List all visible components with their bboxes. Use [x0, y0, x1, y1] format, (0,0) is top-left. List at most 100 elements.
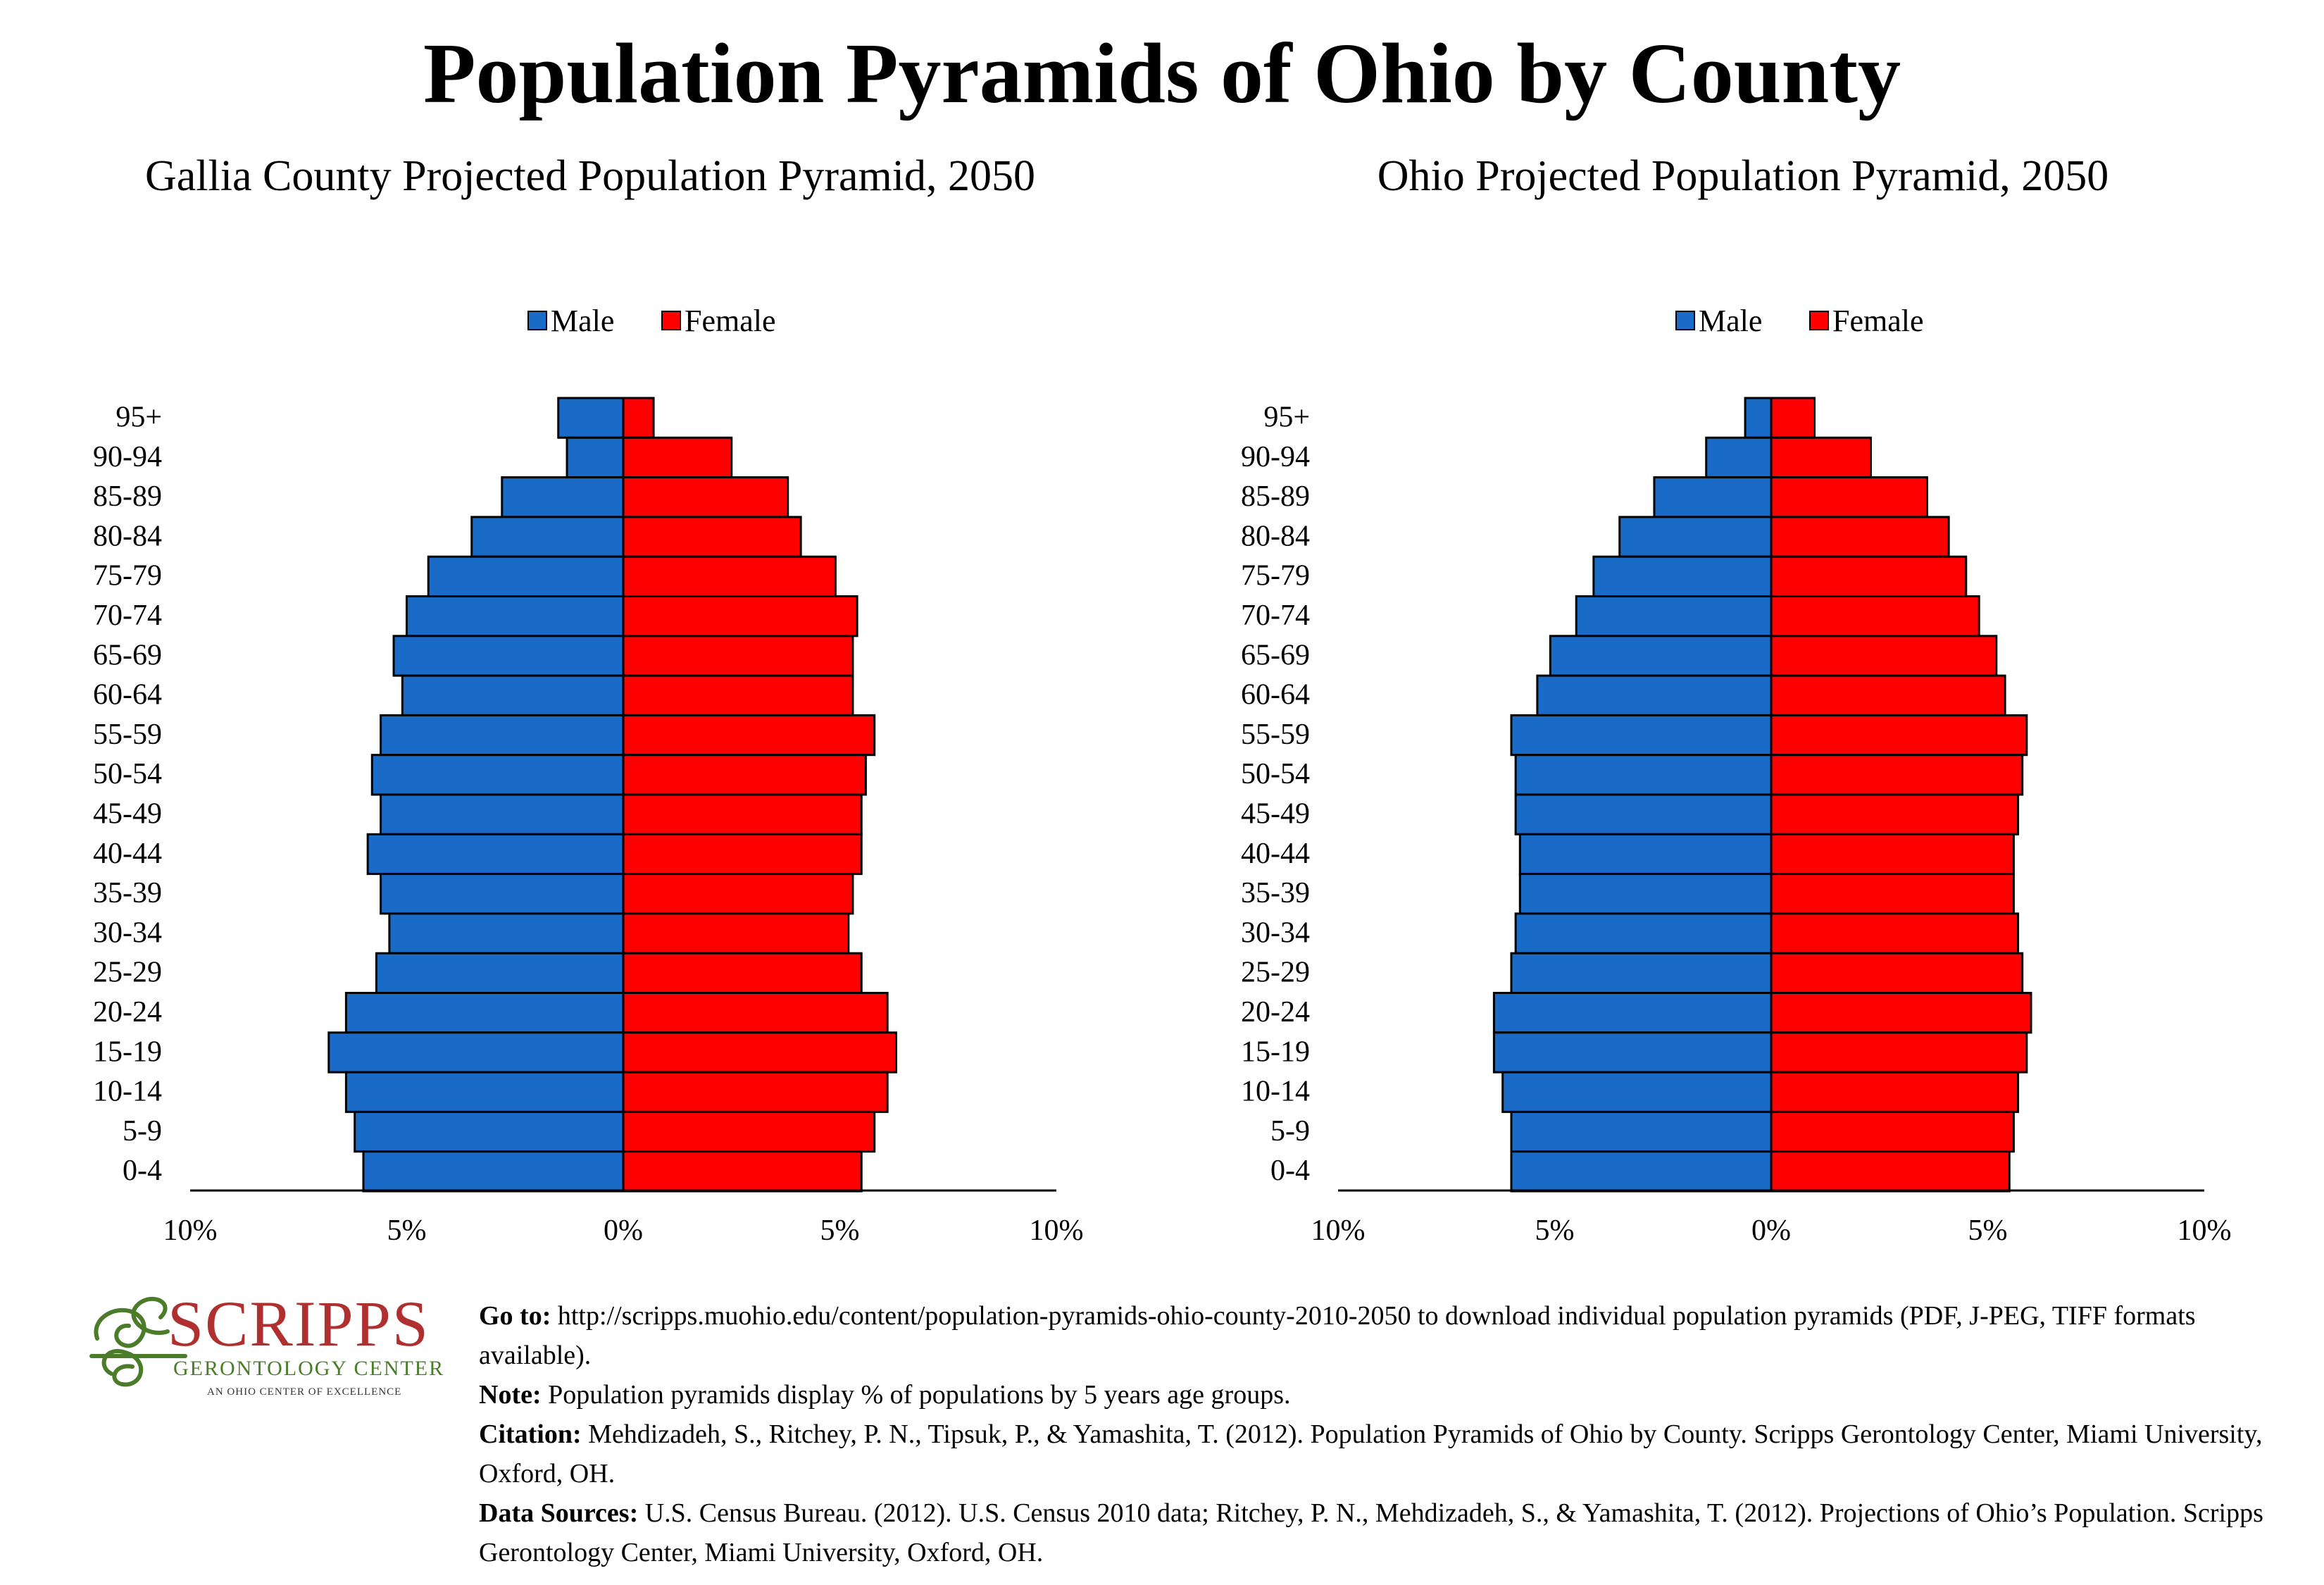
age-label: 45-49	[1241, 798, 1310, 831]
age-label: 65-69	[93, 639, 162, 671]
bar-male	[327, 1031, 625, 1074]
bar-female	[622, 555, 837, 598]
bar-female	[1770, 1031, 2028, 1074]
bar-female	[622, 793, 863, 835]
bar-female	[1770, 754, 2024, 796]
bar-male	[501, 476, 625, 518]
age-label: 20-24	[93, 996, 162, 1028]
bar-male	[1518, 833, 1773, 876]
bar-male	[380, 793, 625, 835]
goto-text: http://scripps.muohio.edu/content/popula…	[479, 1301, 2196, 1370]
bar-male	[1744, 397, 1773, 439]
bar-male	[1592, 555, 1773, 598]
age-label: 70-74	[1241, 599, 1310, 632]
age-label: 0-4	[123, 1155, 162, 1187]
age-label: 40-44	[93, 838, 162, 870]
bar-female	[1770, 1071, 2020, 1113]
bar-male	[1536, 674, 1773, 716]
citation-text: Mehdizadeh, S., Ritchey, P. N., Tipsuk, …	[479, 1419, 2263, 1488]
age-label: 30-34	[1241, 916, 1310, 949]
bar-male	[1492, 1031, 1773, 1074]
note-label: Note:	[479, 1380, 542, 1410]
age-label: 95+	[1263, 402, 1310, 434]
bar-male	[406, 595, 625, 638]
bar-male	[1518, 873, 1773, 915]
age-label: 75-79	[1241, 560, 1310, 592]
logo-subtitle: GERONTOLOGY CENTER	[173, 1357, 444, 1380]
bar-female	[622, 397, 655, 439]
bar-male	[1705, 436, 1773, 479]
age-label: 60-64	[93, 679, 162, 711]
citation-label: Citation:	[479, 1419, 582, 1449]
age-label: 90-94	[1241, 441, 1310, 473]
bar-female	[622, 635, 854, 677]
chart-title: Gallia County Projected Population Pyram…	[145, 152, 1035, 200]
legend-swatch-female	[661, 311, 681, 330]
bar-male	[1501, 1071, 1773, 1113]
bar-male	[1653, 476, 1773, 518]
bar-female	[622, 833, 863, 876]
bar-female	[622, 516, 802, 558]
bar-male	[1510, 952, 1773, 994]
age-label: 35-39	[93, 877, 162, 909]
bar-male	[380, 873, 625, 915]
age-label: 10-14	[1241, 1076, 1310, 1108]
legend-label-male: Male	[551, 304, 614, 338]
age-label: 55-59	[93, 719, 162, 751]
age-label: 15-19	[1241, 1036, 1310, 1068]
bar-male	[1618, 516, 1773, 558]
bar-female	[1770, 595, 1980, 638]
bar-male	[401, 674, 625, 716]
chart-title: Ohio Projected Population Pyramid, 2050	[1377, 152, 2109, 200]
bar-male	[380, 714, 625, 757]
bar-male	[1492, 992, 1773, 1034]
bar-male	[1510, 714, 1773, 757]
bar-male	[344, 1071, 625, 1113]
age-label: 50-54	[1241, 758, 1310, 790]
chart-legend: Male Female	[527, 304, 776, 338]
x-tick-label: 10%	[163, 1214, 218, 1247]
bar-female	[1770, 476, 1928, 518]
bar-male	[392, 635, 625, 677]
legend-label-male: Male	[1699, 304, 1762, 338]
age-label: 0-4	[1270, 1155, 1310, 1187]
bar-female	[622, 595, 858, 638]
x-tick-label: 10%	[1030, 1214, 1084, 1247]
bar-female	[1770, 635, 1998, 677]
age-label: 5-9	[1270, 1115, 1310, 1148]
age-label: 40-44	[1241, 838, 1310, 870]
bar-male	[1549, 635, 1773, 677]
sources-label: Data Sources:	[479, 1498, 639, 1528]
age-label: 80-84	[1241, 520, 1310, 552]
bar-male	[1514, 912, 1773, 955]
logo-swirl-icon	[89, 1296, 187, 1387]
bar-male	[1575, 595, 1773, 638]
age-label: 95+	[115, 402, 162, 434]
bar-female	[1770, 793, 2020, 835]
bar-female	[1770, 516, 1950, 558]
footer-goto: Go to: http://scripps.muohio.edu/content…	[479, 1296, 2310, 1375]
bar-male	[470, 516, 625, 558]
bar-female	[622, 1110, 876, 1153]
bar-female	[622, 912, 850, 955]
bar-male	[344, 992, 625, 1034]
x-tick-label: 0%	[604, 1214, 643, 1247]
legend-swatch-female	[1809, 311, 1829, 330]
age-label: 30-34	[93, 916, 162, 949]
legend-swatch-male	[527, 311, 547, 330]
bar-female	[1770, 555, 1968, 598]
age-label: 60-64	[1241, 679, 1310, 711]
bar-male	[1514, 754, 1773, 796]
age-label: 85-89	[93, 480, 162, 513]
age-label: 50-54	[93, 758, 162, 790]
age-label: 55-59	[1241, 719, 1310, 751]
x-tick-label: 10%	[2178, 1214, 2232, 1247]
bar-female	[622, 714, 876, 757]
logo-name: SCRIPPS	[168, 1289, 430, 1360]
bar-male	[375, 952, 625, 994]
age-label: 85-89	[1241, 480, 1310, 513]
x-tick-label: 5%	[1968, 1214, 2008, 1247]
bar-female	[1770, 873, 2015, 915]
bar-male	[1514, 793, 1773, 835]
age-label: 90-94	[93, 441, 162, 473]
